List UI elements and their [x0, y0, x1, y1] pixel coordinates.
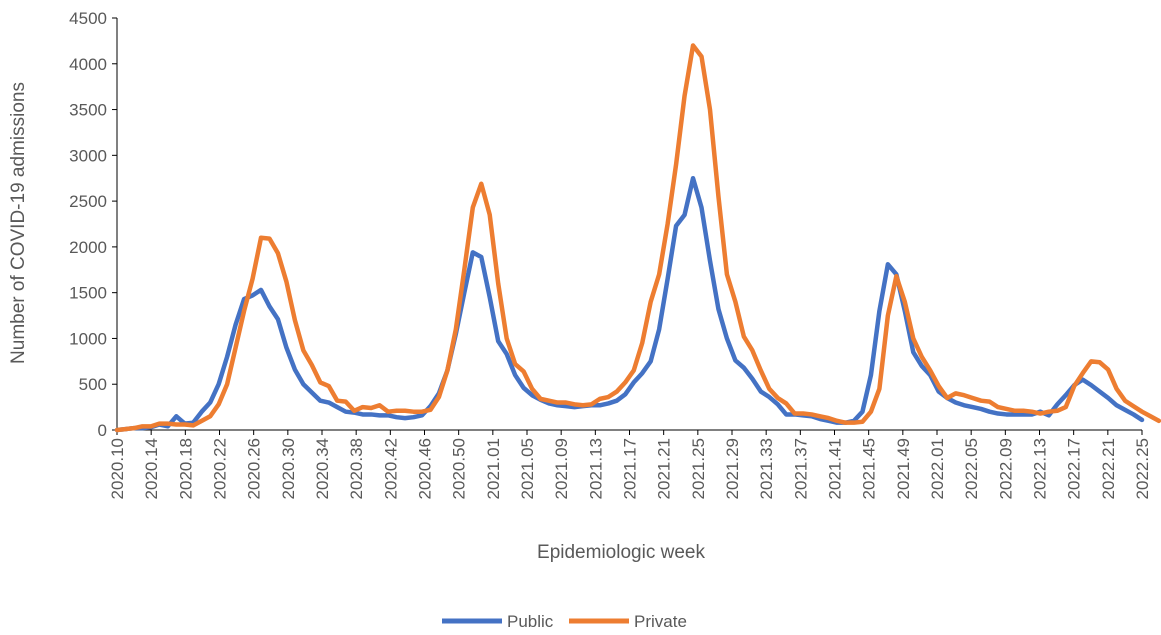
x-tick-label: 2021.05 [518, 438, 537, 499]
x-tick-label: 2021.41 [826, 438, 845, 499]
x-tick-label: 2022.09 [996, 438, 1015, 499]
y-tick-label: 3000 [69, 146, 107, 165]
x-tick-label: 2021.01 [484, 438, 503, 499]
x-tick-label: 2021.17 [621, 438, 640, 499]
y-tick-label: 2500 [69, 192, 107, 211]
x-tick-label: 2022.25 [1133, 438, 1152, 499]
x-tick-label: 2020.26 [245, 438, 264, 499]
x-tick-label: 2020.38 [347, 438, 366, 499]
x-tick-label: 2021.09 [552, 438, 571, 499]
x-tick-label: 2020.18 [176, 438, 195, 499]
x-tick-label: 2020.10 [108, 438, 127, 499]
x-tick-label: 2021.29 [723, 438, 742, 499]
x-tick-label: 2020.30 [279, 438, 298, 499]
legend-label-public: Public [507, 612, 554, 631]
y-axis: 0 500 1000 1500 2000 2500 3000 3500 4000 4500 [69, 9, 118, 440]
series-line-public [114, 175, 1145, 433]
y-tick-label: 500 [79, 375, 107, 394]
y-tick-label: 4000 [69, 55, 107, 74]
x-tick-label: 2020.42 [381, 438, 400, 499]
x-tick-label: 2022.21 [1099, 438, 1118, 499]
x-tick-label: 2021.13 [586, 438, 605, 499]
x-tick-label: 2022.13 [1031, 438, 1050, 499]
x-tick-label: 2020.22 [211, 438, 230, 499]
x-tick-label: 2022.05 [962, 438, 981, 499]
plot-lines [114, 43, 1161, 433]
y-tick-label: 4500 [69, 9, 107, 28]
legend-label-private: Private [634, 612, 687, 631]
x-tick-label: 2022.17 [1065, 438, 1084, 499]
y-tick-label: 1500 [69, 284, 107, 303]
x-tick-label: 2021.33 [757, 438, 776, 499]
y-tick-label: 1000 [69, 329, 107, 348]
y-axis-title: Number of COVID-19 admissions [8, 82, 29, 364]
y-tick-label: 3500 [69, 101, 107, 120]
x-tick-label: 2021.21 [655, 438, 674, 499]
x-tick-label: 2022.01 [928, 438, 947, 499]
x-tick-label: 2020.50 [450, 438, 469, 499]
y-tick-label: 0 [98, 421, 107, 440]
x-tick-label: 2020.14 [142, 438, 161, 499]
x-axis-title: Epidemiologic week [537, 542, 705, 563]
y-tick-label: 2000 [69, 238, 107, 257]
x-tick-label: 2021.49 [894, 438, 913, 499]
series-line-private [114, 43, 1161, 433]
x-tick-label: 2021.45 [860, 438, 879, 499]
legend: Public Private [442, 612, 687, 631]
x-axis: 2020.10 2020.14 2020.18 2020.22 2020.26 2020.… [108, 429, 1152, 499]
x-tick-label: 2020.34 [313, 438, 332, 499]
x-tick-label: 2021.37 [791, 438, 810, 499]
x-tick-label: 2020.46 [416, 438, 435, 499]
x-tick-label: 2021.25 [689, 438, 708, 499]
